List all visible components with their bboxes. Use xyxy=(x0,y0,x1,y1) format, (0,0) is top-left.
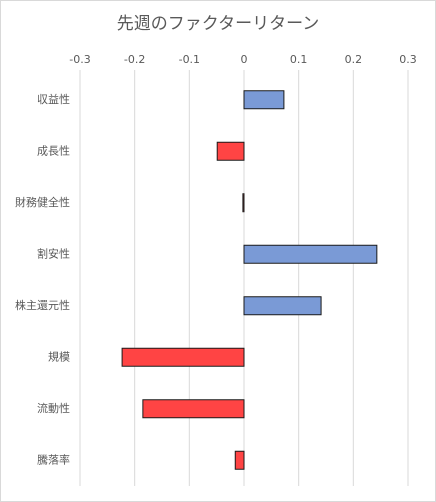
bar xyxy=(243,90,285,110)
x-tick-label: -0.1 xyxy=(179,53,200,66)
bar xyxy=(142,399,245,419)
x-tick-label: -0.2 xyxy=(124,53,145,66)
bar xyxy=(216,141,245,161)
y-tick-label: 割安性 xyxy=(37,246,70,260)
bar xyxy=(121,347,245,367)
chart-title: 先週のファクターリターン xyxy=(117,14,319,34)
y-tick-label: 成長性 xyxy=(37,143,70,157)
bar xyxy=(234,450,245,470)
bar xyxy=(242,193,245,213)
x-tick-label: 0 xyxy=(241,53,248,66)
bar xyxy=(243,296,322,316)
y-tick-label: 騰落率 xyxy=(37,452,70,466)
x-tick-label: 0.2 xyxy=(345,53,363,66)
y-tick-label: 財務健全性 xyxy=(15,195,70,209)
y-tick-label: 規模 xyxy=(48,349,70,363)
x-tick-label: -0.3 xyxy=(69,53,90,66)
x-tick-label: 0.1 xyxy=(290,53,308,66)
y-tick-label: 流動性 xyxy=(37,401,70,415)
bar xyxy=(243,244,378,264)
y-tick-label: 収益性 xyxy=(37,92,70,106)
y-tick-label: 株主還元性 xyxy=(15,298,70,312)
x-tick-label: 0.3 xyxy=(399,53,417,66)
